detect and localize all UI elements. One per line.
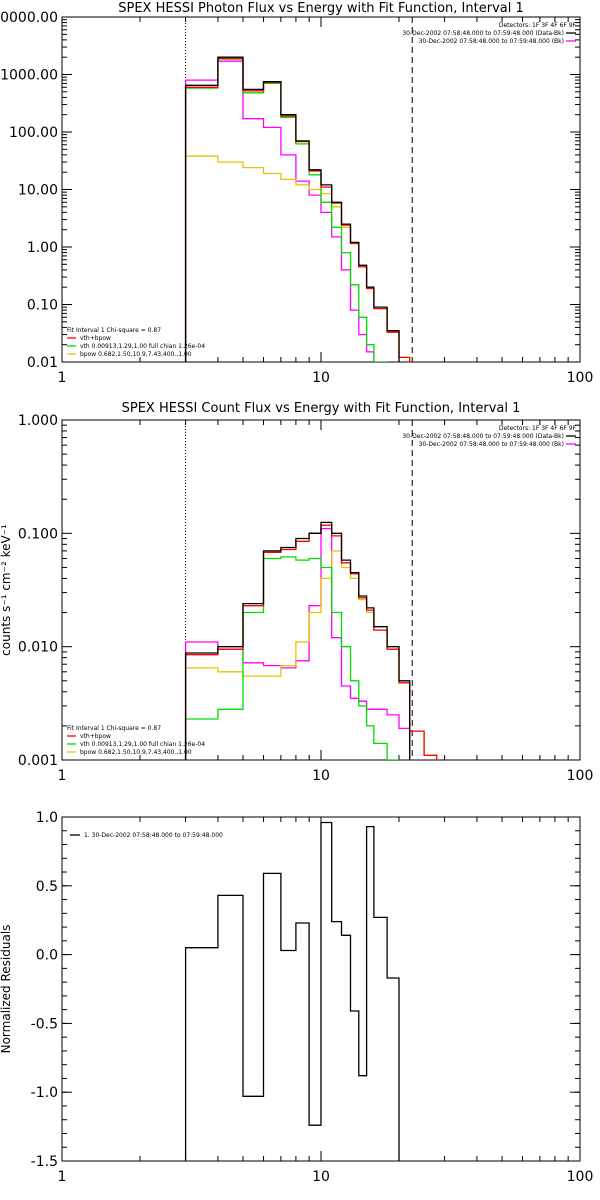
y-tick-label: 0.010 <box>18 640 58 656</box>
legend-entry: 30-Dec-2002 07:58:48.000 to 07:59:48.000… <box>402 30 564 37</box>
legend-entry: vth 0.00913,1.29,1.00 full chian 1.26e-0… <box>80 741 205 748</box>
legend-entry: bpow 0.682,1.50,10.9,7.43,400.,1.00 <box>80 749 192 756</box>
series-line-bk <box>184 527 411 760</box>
fit-info-label: Fit Interval 1 Chi-square = 0.87 <box>67 327 161 334</box>
x-tick-label: 100 <box>567 768 594 784</box>
series-line-residuals <box>184 821 411 1161</box>
x-tick-label: 10 <box>312 768 330 784</box>
legend-entry: vth+bpow <box>80 733 111 740</box>
x-tick-label: 1 <box>58 768 67 784</box>
legend-entry: vth 0.00913,1.29,1.00 full chian 1.26e-0… <box>80 343 205 350</box>
series-line-vth <box>184 556 399 760</box>
y-tick-label: 0.10 <box>27 298 58 314</box>
y-tick-label: -0.5 <box>31 1016 58 1032</box>
y-axis-label: counts s⁻¹ cm⁻² keV⁻¹ <box>0 524 13 656</box>
x-tick-label: 1 <box>58 370 67 386</box>
chart-title: SPEX HESSI Count Flux vs Energy with Fit… <box>122 401 521 416</box>
series-line-data-bk <box>184 56 400 362</box>
series-line-bk <box>184 60 400 362</box>
y-tick-label: -1.0 <box>31 1085 58 1101</box>
x-tick-label: 10 <box>312 1169 330 1185</box>
y-tick-label: 10000.00 <box>0 10 58 26</box>
legend-entry: 1. 30-Dec-2002 07:58:48.000 to 07:59:48.… <box>84 832 223 839</box>
y-tick-label: 1.00 <box>27 240 58 256</box>
legend-entry: vth+bpow <box>80 335 111 342</box>
y-tick-label: 1.0 <box>36 810 58 826</box>
detectors-label: Detectors: 1F 3F 4F 6F 9F <box>499 22 577 29</box>
y-tick-label: 0.0 <box>36 948 58 964</box>
chart-panel-1: SPEX HESSI Photon Flux vs Energy with Fi… <box>0 1 594 386</box>
y-axis-label: Normalized Residuals <box>0 925 13 1054</box>
y-tick-label: 0.001 <box>18 753 58 769</box>
legend-entry: 30-Dec-2002 07:58:48.000 to 07:59:48.000… <box>402 433 564 440</box>
chart-title: SPEX HESSI Photon Flux vs Energy with Fi… <box>118 1 524 16</box>
y-tick-label: 1.000 <box>18 413 58 429</box>
y-tick-label: 10.00 <box>18 183 58 199</box>
y-tick-label: 100.00 <box>9 125 58 141</box>
y-tick-label: 0.01 <box>27 355 58 371</box>
x-tick-label: 100 <box>567 370 594 386</box>
detectors-label: Detectors: 1F 3F 4F 6F 9F <box>499 425 577 432</box>
y-tick-label: -1.5 <box>31 1154 58 1170</box>
series-line-vth <box>184 58 400 362</box>
legend-entry: bpow 0.682,1.50,10.9,7.43,400.,1.00 <box>80 351 192 358</box>
y-tick-label: 0.100 <box>18 526 58 542</box>
legend-entry: 30-Dec-2002 07:58:48.000 to 07:59:48.000… <box>419 441 564 448</box>
legend-entry: 30-Dec-2002 07:58:48.000 to 07:59:48.000… <box>419 38 564 45</box>
y-tick-label: 1000.00 <box>0 68 58 84</box>
chart-panel-3: Normalized Residuals 1 10 100 -1.5 -1.0 -0.5 0.… <box>0 810 593 1185</box>
x-tick-label: 10 <box>312 370 330 386</box>
y-tick-label: 0.5 <box>36 879 58 895</box>
x-tick-label: 100 <box>567 1169 594 1185</box>
chart-panel-2: SPEX HESSI Count Flux vs Energy with Fit… <box>0 401 593 784</box>
x-tick-label: 1 <box>58 1169 67 1185</box>
series-line-data-bk <box>184 521 411 760</box>
fit-info-label: Fit Interval 1 Chi-square = 0.87 <box>67 725 161 732</box>
